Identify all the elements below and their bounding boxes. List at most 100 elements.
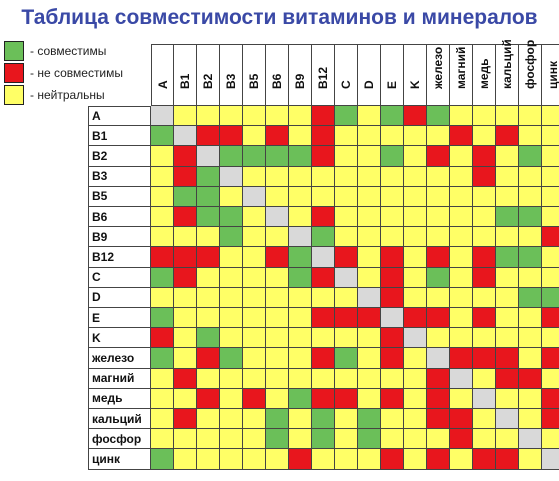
matrix-cell xyxy=(174,227,197,248)
matrix-cell xyxy=(404,186,427,207)
column-header-label: D xyxy=(362,80,376,89)
matrix-cell xyxy=(450,267,473,288)
matrix-cell xyxy=(220,247,243,268)
matrix-cell xyxy=(266,308,289,329)
matrix-cell xyxy=(220,429,243,450)
matrix-cell xyxy=(496,308,519,329)
matrix-cell xyxy=(312,247,335,268)
matrix-cell xyxy=(174,207,197,228)
matrix-cell xyxy=(381,409,404,430)
matrix-cell xyxy=(496,348,519,369)
matrix-cell xyxy=(174,449,197,470)
matrix-cell xyxy=(519,388,542,409)
matrix-cell xyxy=(243,126,266,147)
matrix-cell xyxy=(381,328,404,349)
matrix-cell xyxy=(335,368,358,389)
matrix-cell xyxy=(312,368,335,389)
matrix-cell xyxy=(427,247,450,268)
matrix-cell xyxy=(427,227,450,248)
matrix-cell xyxy=(266,146,289,167)
matrix-cell xyxy=(381,449,404,470)
matrix-cell xyxy=(197,146,220,167)
matrix-cell xyxy=(312,348,335,369)
matrix-cell xyxy=(243,348,266,369)
matrix-cell xyxy=(473,287,496,308)
matrix-cell xyxy=(312,308,335,329)
matrix-cell xyxy=(174,429,197,450)
matrix-cell xyxy=(243,267,266,288)
column-header-label: B1 xyxy=(178,73,192,89)
matrix-cell xyxy=(151,207,174,228)
column-header-label: A xyxy=(155,80,170,89)
matrix-cell xyxy=(266,126,289,147)
matrix-cell xyxy=(381,429,404,450)
matrix-cell xyxy=(220,207,243,228)
matrix-cell xyxy=(243,308,266,329)
matrix-cell xyxy=(335,227,358,248)
matrix-cell xyxy=(266,348,289,369)
matrix-cell xyxy=(358,429,381,450)
row-label: B6 xyxy=(88,207,151,228)
matrix-cell xyxy=(289,186,312,207)
matrix-cell xyxy=(427,368,450,389)
matrix-cell xyxy=(542,207,559,228)
matrix-cell xyxy=(335,449,358,470)
matrix-cell xyxy=(174,368,197,389)
matrix-cell xyxy=(542,267,559,288)
matrix-cell xyxy=(381,126,404,147)
column-header-label: магний xyxy=(454,46,468,89)
matrix-cell xyxy=(358,186,381,207)
matrix-cell xyxy=(289,368,312,389)
matrix-cell xyxy=(496,227,519,248)
matrix-cell xyxy=(335,126,358,147)
matrix-cell xyxy=(358,348,381,369)
column-header-label: B5 xyxy=(247,73,261,89)
matrix-cell xyxy=(289,106,312,127)
matrix-cell xyxy=(473,247,496,268)
matrix-cell xyxy=(220,368,243,389)
matrix-cell xyxy=(450,186,473,207)
matrix-cell xyxy=(266,267,289,288)
column-header-label: B12 xyxy=(316,66,330,89)
matrix-cell xyxy=(174,106,197,127)
matrix-cell xyxy=(450,308,473,329)
matrix-cell xyxy=(151,267,174,288)
matrix-cell xyxy=(427,348,450,369)
matrix-cell xyxy=(450,227,473,248)
matrix-cell xyxy=(473,207,496,228)
matrix-cell xyxy=(358,328,381,349)
matrix-cell xyxy=(151,227,174,248)
row-label: B9 xyxy=(88,227,151,248)
matrix-cell xyxy=(519,247,542,268)
matrix-cell xyxy=(542,247,559,268)
matrix-cell xyxy=(427,449,450,470)
legend-label-neutral: - нейтральны xyxy=(30,88,105,102)
matrix-cell xyxy=(220,328,243,349)
matrix-cell xyxy=(519,348,542,369)
matrix-cell xyxy=(381,368,404,389)
matrix-cell xyxy=(496,409,519,430)
matrix-cell xyxy=(289,287,312,308)
matrix-cell xyxy=(151,126,174,147)
matrix-cell xyxy=(358,308,381,329)
matrix-cell xyxy=(473,126,496,147)
matrix-cell xyxy=(197,166,220,187)
matrix-cell xyxy=(174,146,197,167)
column-header: B6 xyxy=(266,44,289,106)
matrix-cell xyxy=(197,449,220,470)
matrix-cell xyxy=(404,126,427,147)
column-header: B3 xyxy=(220,44,243,106)
legend-label-incompatible: - не совместимы xyxy=(30,66,124,80)
matrix-cell xyxy=(312,126,335,147)
matrix-cell xyxy=(519,207,542,228)
matrix-cell xyxy=(381,106,404,127)
matrix-cell xyxy=(542,126,559,147)
matrix-cell xyxy=(197,287,220,308)
row-label: магний xyxy=(88,368,151,389)
matrix-cell xyxy=(404,227,427,248)
matrix-cell xyxy=(496,186,519,207)
matrix-cell xyxy=(473,429,496,450)
column-header-label: C xyxy=(339,80,353,89)
matrix-cell xyxy=(266,227,289,248)
matrix-cell xyxy=(289,207,312,228)
